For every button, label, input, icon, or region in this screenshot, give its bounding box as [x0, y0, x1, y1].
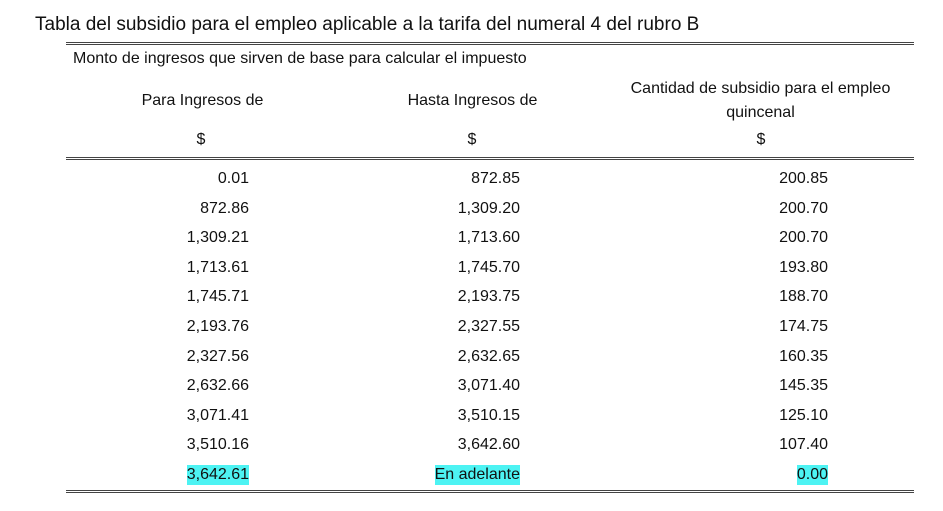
cell-para-ingresos: 3,071.41 [186, 406, 249, 424]
table-row: 2,632.66 3,071.40 145.35 [0, 373, 943, 403]
header-cantidad-subsidio-line2: quincenal [726, 104, 795, 121]
table-body: 0.01 872.85 200.85 872.86 1,309.20 200.7… [0, 166, 943, 492]
table-row: 1,309.21 1,713.60 200.70 [0, 225, 943, 255]
cell-hasta-ingresos: 3,510.15 [457, 406, 520, 424]
cell-para-ingresos: 1,309.21 [186, 229, 249, 247]
cell-subsidio: 145.35 [779, 377, 828, 395]
cell-subsidio-highlighted: 0.00 [796, 464, 828, 485]
table-row: 1,745.71 2,193.75 188.70 [0, 284, 943, 314]
table-title: Tabla del subsidio para el empleo aplica… [35, 14, 700, 35]
cell-subsidio: 125.10 [779, 406, 828, 424]
currency-col2: $ [467, 131, 477, 148]
cell-hasta-ingresos: 1,745.70 [457, 258, 520, 276]
cell-para-ingresos: 2,327.56 [186, 347, 249, 365]
table-row: 1,713.61 1,745.70 193.80 [0, 255, 943, 285]
cell-subsidio: 188.70 [779, 288, 828, 306]
cell-subsidio: 200.70 [779, 229, 828, 247]
table-row: 0.01 872.85 200.85 [0, 166, 943, 196]
cell-para-ingresos: 2,193.76 [186, 317, 249, 335]
top-double-rule [66, 42, 914, 45]
cell-hasta-ingresos: 872.85 [471, 170, 520, 187]
cell-para-ingresos: 0.01 [217, 170, 249, 187]
header-double-rule [66, 157, 914, 160]
cell-subsidio: 107.40 [779, 436, 828, 454]
header-hasta-ingresos: Hasta Ingresos de [407, 92, 538, 109]
cell-hasta-ingresos: 1,713.60 [457, 229, 520, 247]
header-cantidad-subsidio-line1: Cantidad de subsidio para el empleo [630, 80, 891, 97]
cell-para-ingresos: 2,632.66 [186, 377, 249, 395]
cell-subsidio: 200.85 [779, 170, 828, 187]
table-row: 2,327.56 2,632.65 160.35 [0, 344, 943, 374]
cell-hasta-ingresos: 1,309.20 [457, 199, 520, 217]
cell-subsidio: 200.70 [779, 199, 828, 217]
cell-hasta-ingresos: 3,642.60 [457, 436, 520, 454]
cell-para-ingresos: 1,713.61 [186, 258, 249, 276]
cell-hasta-ingresos: 2,193.75 [457, 288, 520, 306]
table-row-highlighted: 3,642.61 En adelante 0.00 [0, 462, 943, 492]
currency-col3: $ [756, 131, 766, 148]
bottom-double-rule [66, 490, 914, 493]
table-row: 3,510.16 3,642.60 107.40 [0, 432, 943, 462]
header-cantidad-subsidio: Cantidad de subsidio para el empleo quin… [608, 77, 913, 125]
header-para-ingresos: Para Ingresos de [141, 92, 264, 109]
cell-hasta-ingresos: 2,327.55 [457, 317, 520, 335]
cell-hasta-ingresos: 2,632.65 [457, 347, 520, 365]
table-row: 3,071.41 3,510.15 125.10 [0, 403, 943, 433]
cell-para-ingresos-highlighted: 3,642.61 [186, 464, 249, 485]
currency-col1: $ [196, 131, 206, 148]
cell-subsidio: 174.75 [779, 317, 828, 335]
cell-hasta-ingresos-highlighted: En adelante [434, 464, 520, 485]
cell-para-ingresos: 1,745.71 [186, 288, 249, 306]
cell-para-ingresos: 3,510.16 [186, 436, 249, 454]
table-row: 2,193.76 2,327.55 174.75 [0, 314, 943, 344]
cell-para-ingresos: 872.86 [200, 199, 249, 217]
cell-subsidio: 160.35 [779, 347, 828, 365]
table-row: 872.86 1,309.20 200.70 [0, 196, 943, 226]
cell-subsidio: 193.80 [779, 258, 828, 276]
cell-hasta-ingresos: 3,071.40 [457, 377, 520, 395]
table-subtitle: Monto de ingresos que sirven de base par… [73, 50, 527, 67]
